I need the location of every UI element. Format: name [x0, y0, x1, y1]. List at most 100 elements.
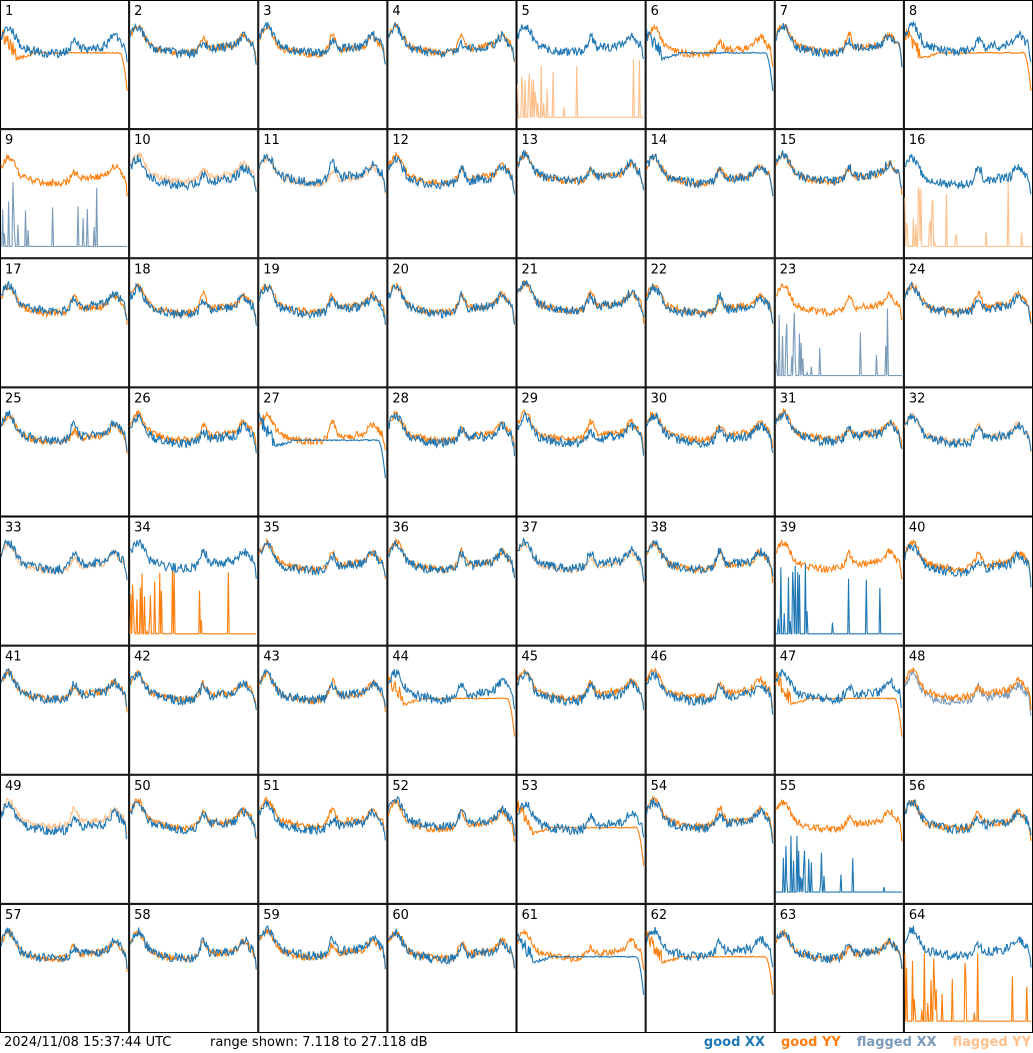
tile-46: 46: [645, 645, 775, 775]
tile-1: 1: [0, 0, 130, 130]
series-yy-line: [0, 154, 128, 197]
series-yy-line: [904, 412, 1032, 453]
tile-27: 27: [258, 387, 388, 517]
series-xx-line: [775, 150, 903, 189]
tile-border: [516, 129, 646, 259]
tile-border: [258, 129, 388, 259]
tile-number-label: 34: [134, 521, 151, 536]
series-xx-line: [904, 20, 1032, 63]
legend: good XX good YY flagged XX flagged YY: [688, 1035, 1031, 1050]
series-xx-line: [775, 668, 903, 709]
tile-40: 40: [903, 516, 1033, 646]
series-yy-line: [129, 569, 257, 635]
series-xx-line: [646, 670, 774, 715]
tile-border: [645, 0, 775, 130]
tile-7: 7: [774, 0, 904, 130]
tile-number-label: 54: [651, 779, 668, 794]
tile-border: [258, 645, 388, 775]
tile-border: [645, 129, 775, 259]
tile-border: [903, 903, 1033, 1033]
tile-number-label: 18: [134, 262, 151, 277]
tile-border: [645, 645, 775, 775]
tile-55: 55: [774, 774, 904, 904]
tile-border: [0, 258, 130, 388]
tile-number-label: 46: [651, 650, 668, 665]
tile-number-label: 24: [909, 262, 926, 277]
series-yy-line: [904, 953, 1031, 1022]
tile-border: [387, 258, 517, 388]
tile-number-label: 31: [780, 391, 797, 406]
tile-59: 59: [258, 903, 388, 1033]
tile-number-label: 59: [263, 908, 280, 923]
tile-number-label: 7: [780, 4, 788, 19]
series-xx-line: [646, 28, 774, 91]
tile-39: 39: [774, 516, 904, 646]
tile-border: [387, 129, 517, 259]
tile-8: 8: [903, 0, 1033, 130]
tile-number-label: 20: [392, 262, 409, 277]
tile-25: 25: [0, 387, 130, 517]
tile-border: [903, 258, 1033, 388]
tile-4: 4: [387, 0, 517, 130]
tile-border: [258, 258, 388, 388]
tile-border: [129, 258, 259, 388]
tile-number-label: 52: [392, 779, 409, 794]
series-xx-line: [129, 282, 257, 326]
tile-number-label: 15: [780, 133, 797, 148]
series-xx-line: [775, 563, 902, 635]
tile-border: [516, 258, 646, 388]
tile-19: 19: [258, 258, 388, 388]
series-xx-line: [517, 537, 645, 582]
series-xx-line: [904, 799, 1032, 836]
tile-15: 15: [774, 129, 904, 259]
series-xx-line: [258, 412, 386, 479]
tile-number-label: 51: [263, 779, 280, 794]
tile-number-label: 2: [134, 4, 142, 19]
series-xx-line: [904, 669, 1032, 716]
tile-border: [0, 645, 130, 775]
tile-31: 31: [774, 387, 904, 517]
series-xx-line: [258, 668, 386, 708]
tile-number-label: 8: [909, 4, 917, 19]
series-yy-line: [775, 798, 903, 842]
tile-number-label: 27: [263, 391, 280, 406]
tile-number-label: 62: [651, 908, 668, 923]
tile-number-label: 3: [263, 4, 271, 19]
tile-21: 21: [516, 258, 646, 388]
series-xx-line: [517, 801, 645, 838]
tile-61: 61: [516, 903, 646, 1033]
tile-border: [516, 387, 646, 517]
tile-29: 29: [516, 387, 646, 517]
series-yy-line: [904, 799, 1032, 842]
series-xx-line: [516, 149, 645, 191]
series-yy-line: [516, 668, 645, 706]
series-xx-line: [129, 671, 257, 711]
tile-border: [0, 516, 130, 646]
tile-28: 28: [387, 387, 517, 517]
tile-41: 41: [0, 645, 130, 775]
tile-border: [903, 645, 1033, 775]
series-xx-line: [1, 182, 128, 247]
tile-border: [258, 387, 388, 517]
tile-number-label: 41: [5, 650, 22, 665]
tile-64: 64: [903, 903, 1033, 1033]
series-xx-line: [775, 835, 902, 893]
tile-border: [258, 516, 388, 646]
tile-number-label: 13: [522, 133, 539, 148]
tile-number-label: 35: [263, 521, 280, 536]
tile-border: [0, 129, 130, 259]
tile-border: [645, 774, 775, 904]
series-xx-line: [0, 538, 128, 580]
tile-number-label: 29: [522, 391, 539, 406]
tile-number-label: 58: [134, 908, 151, 923]
tile-border: [903, 516, 1033, 646]
tile-border: [774, 387, 904, 517]
tile-number-label: 64: [909, 908, 926, 923]
tile-number-label: 37: [522, 521, 539, 536]
tile-45: 45: [516, 645, 646, 775]
tile-13: 13: [516, 129, 646, 259]
tile-number-label: 17: [5, 262, 22, 277]
timestamp: 2024/11/08 15:37:44 UTC: [4, 1035, 172, 1050]
series-xx-line: [387, 155, 516, 195]
tile-number-label: 21: [522, 262, 539, 277]
